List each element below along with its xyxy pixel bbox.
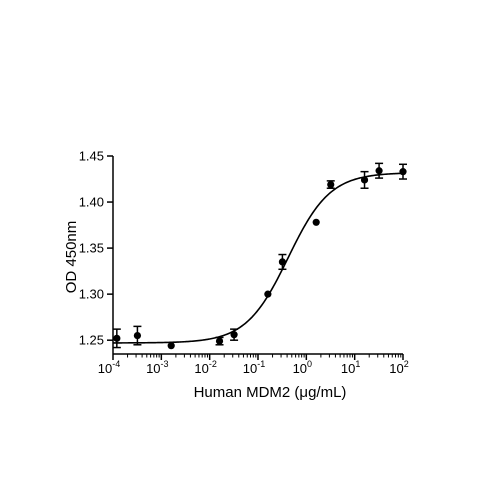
y-axis-title: OD 450nm [63,221,80,294]
y-tick-label: 1.40 [79,195,104,210]
x-tick-label: 101 [341,359,360,376]
fit-curve [113,172,404,344]
x-tick-label: 10-3 [146,359,168,376]
data-point [399,168,407,176]
data-point [167,342,175,350]
x-axis-title: Human MDM2 (μg/mL) [194,384,347,401]
data-point [360,176,369,184]
plot-area: 1.25 1.30 1.35 1.40 1.45 10-4 10-3 10-2 10-1 100 1… [79,149,409,377]
y-tick-label: 1.25 [79,333,104,348]
data-point [133,331,142,340]
x-tick-label: 10-4 [98,359,120,376]
y-tick-label: 1.45 [79,149,104,164]
x-tick-label: 10-1 [243,359,265,376]
data-point [327,180,335,189]
data-point [113,334,121,342]
data-point [312,218,320,226]
data-point [215,337,224,345]
x-tick-label: 102 [389,359,408,376]
data-point [264,290,272,298]
x-tick-label: 100 [293,359,312,376]
x-tick-label: 10-2 [194,359,216,376]
data-point [375,167,383,175]
data-point [278,258,287,266]
y-tick-label: 1.30 [79,287,104,302]
data-point [230,331,238,339]
y-tick-label: 1.35 [79,241,104,256]
